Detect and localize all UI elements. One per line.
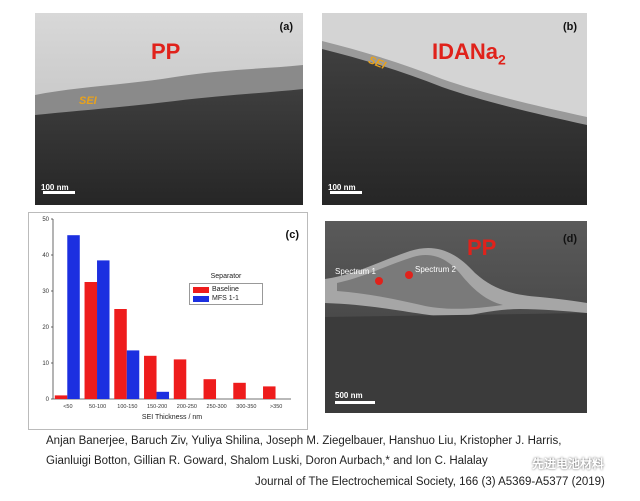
y-tick-label: 30 (42, 289, 49, 295)
bar-mfs (126, 350, 140, 399)
x-tick-label: >350 (270, 404, 282, 410)
x-tick-label: <50 (63, 404, 72, 410)
legend-label-mfs: MFS 1-1 (212, 295, 239, 302)
legend-label-baseline: Baseline (212, 286, 239, 293)
panel-b-scale-label: 100 nm (328, 183, 356, 192)
sei-thickness-histogram: 0 10 20 30 40 50 <50 50-100 100-150 150-200 200-25… (42, 217, 291, 421)
panel-a-material: PP (151, 39, 181, 64)
panel-a-sem-image: (a) PP SEI 100 nm (35, 13, 303, 205)
x-tick-label: 150-200 (147, 404, 167, 410)
legend-swatch-baseline (193, 286, 209, 293)
bar-mfs (156, 391, 170, 399)
panel-d-material: PP (467, 235, 497, 260)
y-tick-label: 50 (42, 217, 49, 223)
chart-legend: Separator Baseline MFS 1-1 (189, 273, 263, 305)
panel-b-letter: (b) (562, 21, 577, 33)
panel-b-scale-bar (330, 191, 362, 194)
sem-image-a (35, 13, 303, 205)
panel-b-sem-image: (b) IDANa2 SEI 100 nm (322, 13, 587, 205)
y-tick-label: 0 (46, 397, 50, 403)
panel-a-scale-bar (43, 191, 75, 194)
bar-baseline (84, 282, 98, 399)
x-tick-label: 200-250 (177, 404, 197, 410)
bar-baseline (233, 382, 246, 399)
panel-b-material-subscript: 2 (498, 51, 506, 68)
panel-a-letter: (a) (279, 21, 293, 33)
bar-baseline (263, 386, 276, 399)
x-tick-label: 300-350 (236, 404, 256, 410)
panel-d-letter: (d) (562, 233, 577, 245)
x-tick-label: 100-150 (117, 404, 137, 410)
y-tick-label: 40 (42, 253, 49, 259)
citation-authors-line-1: Anjan Banerjee, Baruch Ziv, Yuliya Shili… (46, 435, 562, 447)
panel-c-chart: 0 10 20 30 40 50 <50 50-100 100-150 150-200 200-25… (28, 212, 308, 430)
bar-baseline (173, 359, 187, 399)
bar-mfs (67, 235, 80, 399)
panel-a-sei-label: SEI (79, 95, 97, 107)
y-tick-label: 10 (42, 361, 49, 367)
bar-baseline (203, 379, 217, 399)
panel-a-scale-label: 100 nm (41, 183, 69, 192)
bar-baseline (54, 395, 68, 399)
x-tick-label: 50-100 (89, 404, 106, 410)
panel-d-scale-label: 500 nm (335, 391, 363, 400)
spectrum-2-label: Spectrum 2 (415, 265, 456, 274)
panel-b-material: IDANa2 (432, 39, 506, 67)
citation-authors-line-2: Gianluigi Botton, Gillian R. Goward, Sha… (46, 455, 488, 467)
citation-journal: Journal of The Electrochemical Society, … (255, 476, 605, 488)
sem-image-d (325, 221, 587, 413)
spectrum-1-marker (375, 277, 383, 285)
legend-item-baseline: Baseline (193, 286, 259, 293)
panel-d-sem-image: (d) PP Spectrum 1 Spectrum 2 500 nm (325, 221, 587, 413)
panel-c-letter: (c) (285, 229, 299, 241)
bar-baseline (114, 309, 127, 399)
legend-swatch-mfs (193, 295, 209, 302)
panel-d-scale-bar (335, 401, 375, 404)
watermark-text: 先进电池材料 (532, 457, 605, 471)
x-tick-label: 250-300 (207, 404, 227, 410)
legend-title: Separator (210, 273, 242, 280)
panel-b-material-base: IDANa (432, 39, 499, 64)
bar-baseline (144, 355, 157, 399)
y-tick-label: 20 (42, 325, 49, 331)
sem-image-b (322, 13, 587, 205)
x-axis-title: SEI Thickness / nm (142, 414, 202, 421)
spectrum-2-marker (405, 271, 413, 279)
spectrum-1-label: Spectrum 1 (335, 267, 376, 276)
bar-mfs (97, 260, 110, 399)
legend-item-mfs: MFS 1-1 (193, 295, 259, 302)
legend-box: Baseline MFS 1-1 (189, 283, 263, 305)
